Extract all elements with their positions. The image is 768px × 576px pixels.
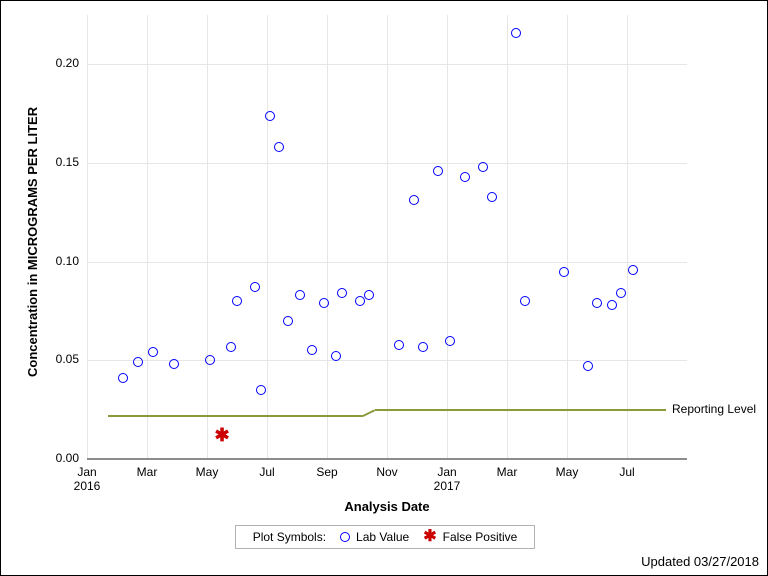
lab-value-point bbox=[511, 28, 521, 38]
x-tick-label: Sep bbox=[312, 465, 342, 479]
legend-item-lab-value: Lab Value bbox=[340, 530, 409, 544]
false-positive-point: ✱ bbox=[214, 426, 229, 444]
x-gridline bbox=[327, 15, 328, 459]
lab-value-point bbox=[205, 355, 215, 365]
legend: Plot Symbols: Lab Value ✱ False Positive bbox=[235, 525, 535, 549]
lab-value-point bbox=[487, 192, 497, 202]
x-tick-label: May bbox=[552, 465, 582, 479]
asterisk-icon: ✱ bbox=[423, 531, 436, 543]
chart-frame: Concentration in MICROGRAMS PER LITER An… bbox=[0, 0, 768, 576]
lab-value-point bbox=[364, 290, 374, 300]
lab-value-point bbox=[148, 347, 158, 357]
x-axis-label: Analysis Date bbox=[87, 499, 687, 514]
x-tick-label: May bbox=[192, 465, 222, 479]
x-gridline bbox=[627, 15, 628, 459]
lab-value-point bbox=[256, 385, 266, 395]
lab-value-point bbox=[232, 296, 242, 306]
lab-value-point bbox=[169, 359, 179, 369]
x-tick-label: Mar bbox=[132, 465, 162, 479]
lab-value-point bbox=[520, 296, 530, 306]
lab-value-point bbox=[583, 361, 593, 371]
x-gridline bbox=[87, 15, 88, 459]
x-tick-label: Jan bbox=[72, 465, 102, 479]
x-tick-year-label: 2016 bbox=[67, 479, 107, 493]
lab-value-point bbox=[133, 357, 143, 367]
lab-value-point bbox=[331, 351, 341, 361]
lab-value-point bbox=[283, 316, 293, 326]
reporting-level-line bbox=[108, 415, 363, 417]
lab-value-point bbox=[607, 300, 617, 310]
legend-label: False Positive bbox=[443, 530, 518, 544]
circle-icon bbox=[340, 532, 350, 542]
lab-value-point bbox=[559, 267, 569, 277]
lab-value-point bbox=[319, 298, 329, 308]
x-tick-year-label: 2017 bbox=[427, 479, 467, 493]
x-gridline bbox=[207, 15, 208, 459]
lab-value-point bbox=[226, 342, 236, 352]
legend-item-false-positive: ✱ False Positive bbox=[423, 530, 517, 544]
reporting-level-label: Reporting Level bbox=[672, 402, 756, 416]
lab-value-point bbox=[355, 296, 365, 306]
lab-value-point bbox=[265, 111, 275, 121]
x-tick-label: Nov bbox=[372, 465, 402, 479]
reporting-level-line bbox=[375, 409, 666, 411]
x-gridline bbox=[447, 15, 448, 459]
x-tick-label: Mar bbox=[492, 465, 522, 479]
x-gridline bbox=[147, 15, 148, 459]
lab-value-point bbox=[433, 166, 443, 176]
lab-value-point bbox=[250, 282, 260, 292]
lab-value-point bbox=[295, 290, 305, 300]
lab-value-point bbox=[118, 373, 128, 383]
zero-line bbox=[87, 458, 687, 460]
legend-label: Lab Value bbox=[356, 530, 409, 544]
lab-value-point bbox=[616, 288, 626, 298]
lab-value-point bbox=[460, 172, 470, 182]
y-tick-label: 0.20 bbox=[56, 56, 79, 70]
x-tick-label: Jul bbox=[252, 465, 282, 479]
lab-value-point bbox=[409, 195, 419, 205]
lab-value-point bbox=[592, 298, 602, 308]
legend-title: Plot Symbols: bbox=[253, 530, 326, 544]
updated-footer: Updated 03/27/2018 bbox=[641, 554, 759, 569]
lab-value-point bbox=[274, 142, 284, 152]
y-tick-label: 0.00 bbox=[56, 451, 79, 465]
x-tick-label: Jan bbox=[432, 465, 462, 479]
lab-value-point bbox=[478, 162, 488, 172]
lab-value-point bbox=[445, 336, 455, 346]
lab-value-point bbox=[337, 288, 347, 298]
y-tick-label: 0.15 bbox=[56, 155, 79, 169]
lab-value-point bbox=[307, 345, 317, 355]
x-gridline bbox=[507, 15, 508, 459]
x-gridline bbox=[387, 15, 388, 459]
lab-value-point bbox=[418, 342, 428, 352]
y-tick-label: 0.05 bbox=[56, 352, 79, 366]
y-axis-label: Concentration in MICROGRAMS PER LITER bbox=[25, 107, 40, 377]
y-tick-label: 0.10 bbox=[56, 254, 79, 268]
x-gridline bbox=[567, 15, 568, 459]
lab-value-point bbox=[628, 265, 638, 275]
x-tick-label: Jul bbox=[612, 465, 642, 479]
lab-value-point bbox=[394, 340, 404, 350]
x-gridline bbox=[267, 15, 268, 459]
